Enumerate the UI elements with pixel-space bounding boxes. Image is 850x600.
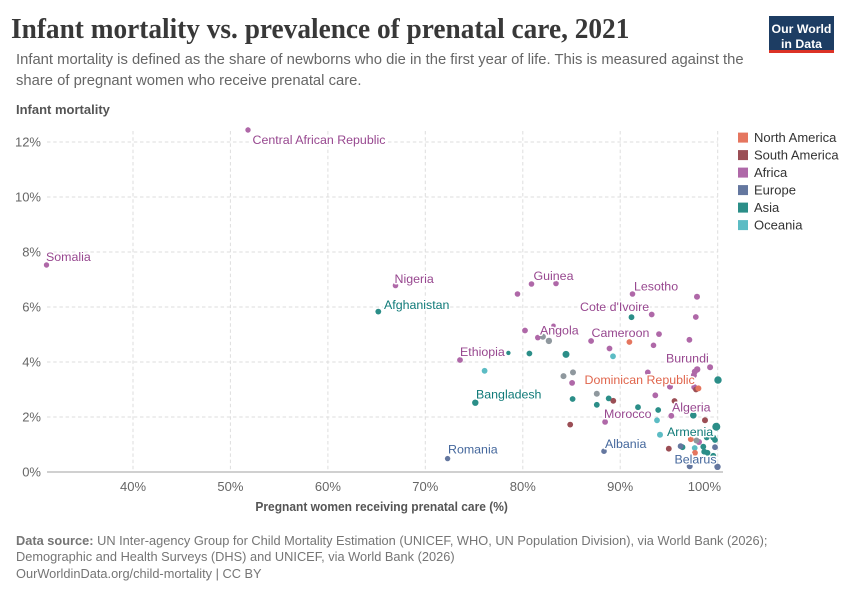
svg-text:6%: 6% [22, 300, 41, 315]
svg-text:80%: 80% [510, 479, 536, 494]
svg-text:4%: 4% [22, 355, 41, 370]
svg-text:North America: North America [754, 130, 837, 145]
svg-text:Infant mortality: Infant mortality [16, 102, 111, 117]
svg-text:50%: 50% [217, 479, 243, 494]
svg-text:Romania: Romania [448, 443, 498, 457]
svg-text:Dominican Republic: Dominican Republic [585, 373, 695, 387]
svg-text:Asia: Asia [754, 200, 780, 215]
svg-text:Somalia: Somalia [46, 250, 91, 264]
svg-text:Central African Republic: Central African Republic [253, 133, 386, 147]
svg-text:Oceania: Oceania [754, 218, 803, 233]
svg-text:Albania: Albania [605, 437, 646, 451]
svg-text:2%: 2% [22, 410, 41, 425]
svg-text:Europe: Europe [754, 183, 796, 198]
svg-text:Ethiopia: Ethiopia [460, 345, 505, 359]
svg-text:Cameroon: Cameroon [592, 326, 650, 340]
svg-text:100%: 100% [688, 479, 722, 494]
svg-text:0%: 0% [22, 465, 41, 480]
svg-text:90%: 90% [607, 479, 633, 494]
svg-text:Bangladesh: Bangladesh [476, 388, 542, 402]
svg-text:60%: 60% [315, 479, 341, 494]
svg-text:Morocco: Morocco [604, 407, 652, 421]
svg-text:70%: 70% [412, 479, 438, 494]
svg-text:Afghanistan: Afghanistan [384, 298, 450, 312]
svg-text:South America: South America [754, 148, 839, 163]
svg-text:Africa: Africa [754, 165, 788, 180]
svg-text:Nigeria: Nigeria [395, 272, 434, 286]
svg-text:Cote d'Ivoire: Cote d'Ivoire [580, 300, 649, 314]
svg-text:Armenia: Armenia [667, 425, 713, 439]
svg-text:Burundi: Burundi [666, 352, 709, 366]
svg-text:Guinea: Guinea [534, 269, 574, 283]
svg-text:Belarus: Belarus [675, 453, 717, 467]
svg-text:8%: 8% [22, 245, 41, 260]
svg-text:40%: 40% [120, 479, 146, 494]
svg-text:Pregnant women receiving prena: Pregnant women receiving prenatal care (… [255, 499, 508, 514]
svg-text:Lesotho: Lesotho [634, 280, 678, 294]
svg-text:10%: 10% [15, 190, 41, 205]
svg-text:Algeria: Algeria [672, 401, 711, 415]
svg-text:12%: 12% [15, 135, 41, 150]
svg-text:Angola: Angola [540, 324, 579, 338]
